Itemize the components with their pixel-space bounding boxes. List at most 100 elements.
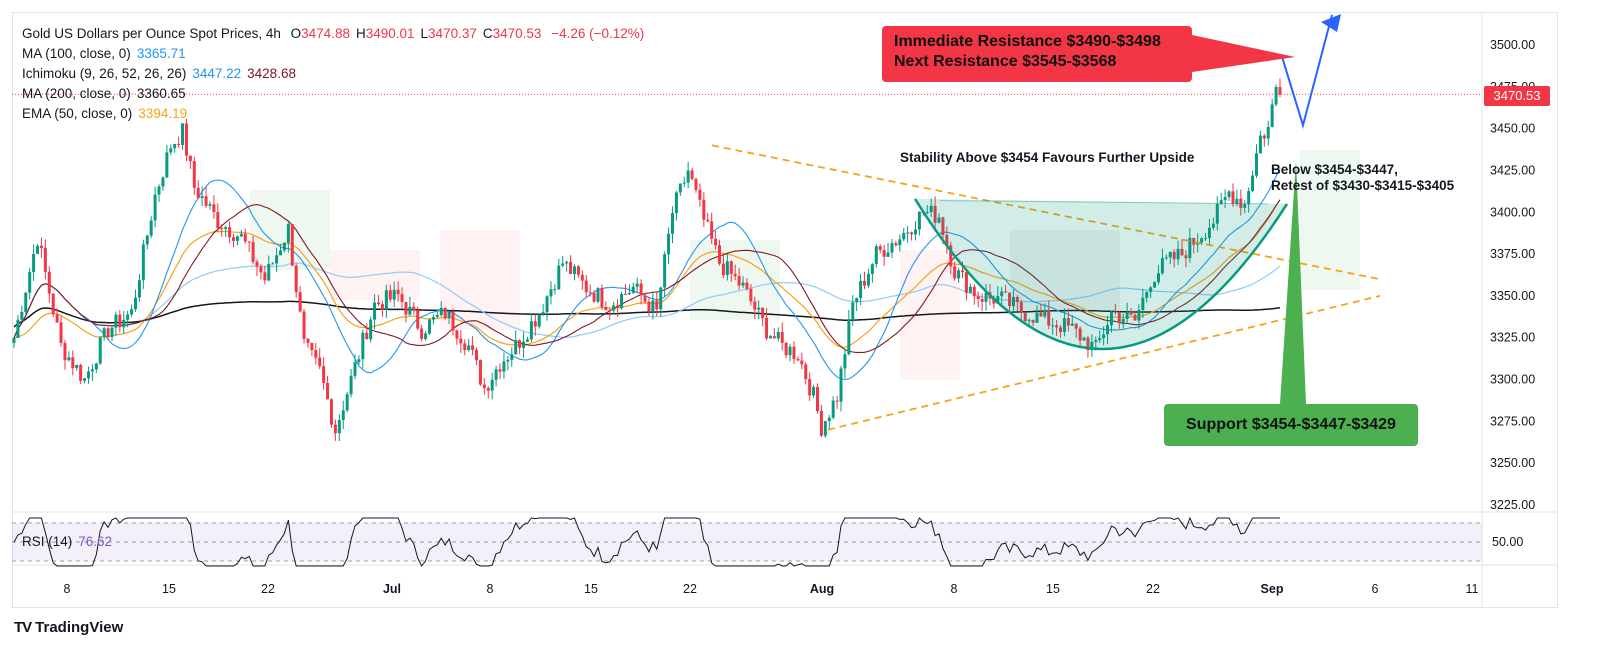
candle-body (392, 289, 396, 300)
candle-body (812, 387, 816, 396)
indicator-row[interactable]: Ichimoku (9, 26, 52, 26, 26) 3447.22 3428.… (22, 64, 644, 84)
candle-body (1011, 296, 1015, 307)
candle-body (494, 369, 498, 380)
candle-body (690, 170, 694, 179)
rsi-value: 76.62 (78, 534, 113, 549)
candle-body (294, 265, 298, 293)
resistance-callout: Immediate Resistance $3490-$3498 Next Re… (882, 26, 1192, 82)
ohlc-key-l: L (420, 26, 429, 41)
candle-body (396, 289, 400, 295)
candle-body (643, 295, 647, 302)
candle-body (102, 328, 106, 338)
ma100-line (13, 262, 1281, 339)
indicator-row[interactable]: EMA (50, close, 0) 3394.19 (22, 104, 644, 124)
candle-body (1207, 227, 1211, 239)
cup-rim (939, 200, 1269, 205)
indicator-row[interactable]: MA (100, close, 0) 3365.71 (22, 44, 644, 64)
support-pointer (1280, 160, 1306, 404)
candle-body (1251, 175, 1255, 192)
candle-body (75, 364, 79, 369)
ohlc-key-h: H (355, 26, 366, 41)
candle-body (467, 345, 471, 351)
candle-body (964, 272, 968, 293)
candle-body (678, 183, 682, 193)
candle-body (427, 319, 431, 334)
ichimoku-cloud (250, 190, 330, 270)
candle-body (953, 266, 957, 279)
candle-body (537, 314, 541, 327)
candle-body (55, 314, 59, 323)
candle-body (870, 264, 874, 274)
candle-body (863, 280, 867, 286)
y-tick-label: 3325.00 (1490, 331, 1535, 345)
candle-body (1004, 291, 1008, 293)
candle-body (71, 357, 75, 369)
candle-body (745, 282, 749, 289)
candle-body (1008, 292, 1012, 307)
ichimoku-conversion-line (13, 168, 1281, 381)
candle-body (1125, 311, 1129, 320)
candle-body (1031, 319, 1035, 323)
indicator-row[interactable]: MA (200, close, 0) 3360.65 (22, 84, 644, 104)
candle-body (188, 155, 192, 162)
candle-body (702, 199, 706, 220)
candle-body (298, 292, 302, 312)
candle-body (1074, 323, 1078, 329)
candle-body (90, 369, 94, 372)
candle-body (1113, 311, 1117, 313)
candle-body (772, 336, 776, 339)
candle-body (1211, 223, 1215, 228)
candle-body (220, 227, 224, 229)
candle-body (584, 280, 588, 293)
indicator-label: MA (200, close, 0) (22, 86, 131, 101)
candle-body (957, 270, 961, 279)
candle-body (1231, 191, 1235, 205)
candle-body (961, 270, 965, 273)
x-tick-label: 8 (487, 582, 494, 596)
indicator-value: 3447.22 (192, 66, 242, 81)
y-tick-label: 3225.00 (1490, 498, 1535, 512)
candle-body (471, 345, 475, 350)
candle-body (153, 194, 157, 221)
candle-body (443, 308, 447, 319)
candle-body (792, 346, 796, 360)
candle-body (373, 302, 377, 320)
candle-body (157, 186, 161, 195)
candle-body (753, 301, 757, 310)
candle-body (933, 205, 937, 223)
candle-body (968, 286, 972, 293)
candle-body (721, 263, 725, 276)
candle-body (24, 292, 28, 312)
candle-body (882, 249, 886, 257)
candle-body (827, 417, 831, 422)
candle-body (326, 383, 330, 400)
candle-body (1070, 323, 1074, 326)
candle-body (576, 266, 580, 275)
candle-body (1258, 135, 1262, 154)
candle-body (365, 332, 369, 340)
candle-body (768, 336, 772, 339)
candle-body (1160, 258, 1164, 274)
candle-body (1266, 126, 1270, 139)
candle-body (737, 276, 741, 286)
tradingview-logo[interactable]: TV TradingView (14, 619, 123, 636)
candle-body (408, 306, 412, 315)
candle-body (886, 252, 890, 257)
candle-body (639, 283, 643, 296)
candle-body (247, 241, 251, 243)
candle-body (275, 255, 279, 264)
candle-body (902, 232, 906, 240)
ichimoku-cloud (1010, 230, 1120, 310)
candle-body (94, 363, 98, 370)
candle-body (592, 293, 596, 302)
candle-body (878, 246, 882, 250)
candle-body (698, 189, 702, 200)
candle-body (388, 290, 392, 300)
candle-body (271, 263, 275, 265)
candle-body (510, 354, 514, 360)
candle-body (83, 378, 87, 381)
candle-body (126, 314, 130, 320)
candle-body (122, 319, 126, 328)
candle-body (898, 239, 902, 246)
